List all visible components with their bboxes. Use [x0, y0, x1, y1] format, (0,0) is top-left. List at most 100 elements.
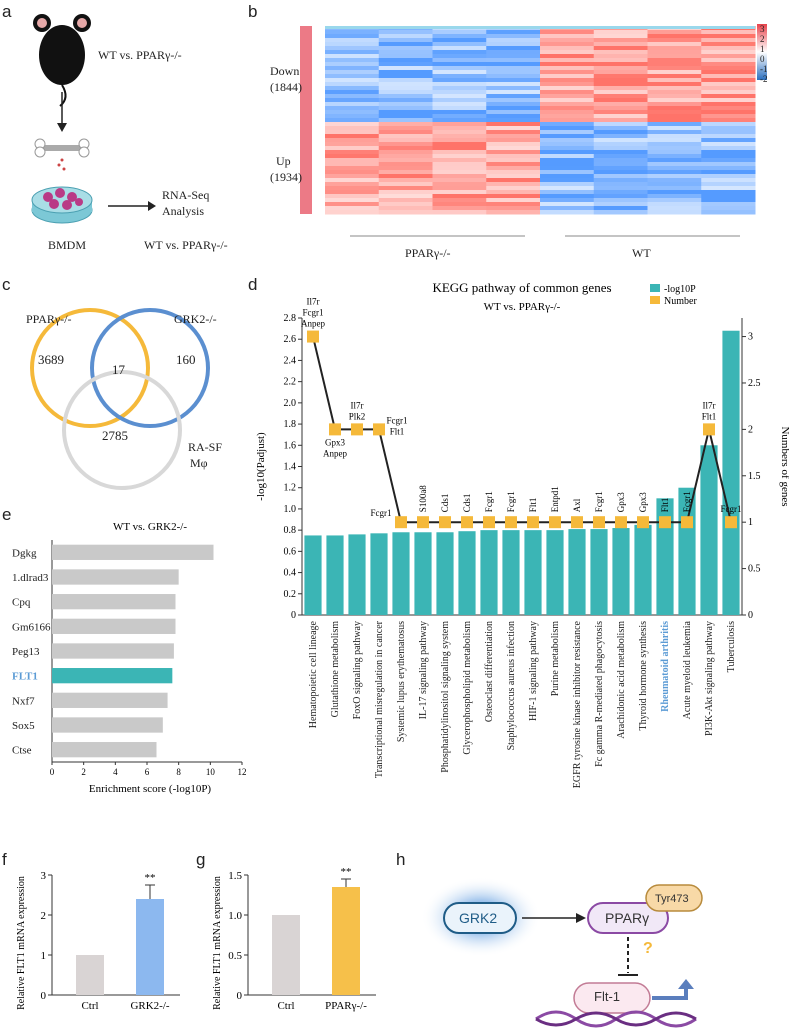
heatmap-cell	[701, 42, 756, 47]
heatmap-cell	[486, 118, 541, 123]
heatmap-cell	[593, 166, 648, 171]
venn-circle-rasf	[62, 370, 182, 490]
heatmap-cell	[647, 66, 702, 71]
kegg-count-marker	[681, 516, 693, 529]
heatmap-cell	[325, 58, 380, 63]
heatmap-cell	[593, 210, 648, 215]
kegg-y2-tick-label: 2	[748, 424, 753, 435]
kegg-gene-label: Entpd1	[550, 486, 560, 512]
kegg-bar	[326, 535, 344, 615]
kegg-bar	[568, 529, 586, 615]
heatmap-cell	[325, 102, 380, 107]
kegg-y-tick-label: 0.6	[284, 546, 297, 557]
heatmap-cell	[647, 138, 702, 143]
heatmap-cell	[593, 82, 648, 87]
heatmap-cell	[486, 110, 541, 115]
heatmap-cell	[378, 198, 433, 203]
heatmap-cell	[540, 70, 595, 75]
tyr473-text: Tyr473	[655, 893, 689, 905]
venn-n-center: 17	[112, 362, 125, 377]
heatmap-cell	[486, 202, 541, 207]
heatmap-cell	[701, 114, 756, 119]
heatmap-cell	[325, 110, 380, 115]
kegg-count-marker	[417, 516, 429, 529]
heatmap-cell	[593, 194, 648, 199]
kegg-category-label: IL-17 signaling pathway	[418, 621, 429, 719]
heatmap-cell	[325, 138, 380, 143]
enrich-category-label: Peg13	[12, 646, 40, 658]
heatmap-cell	[325, 202, 380, 207]
cb-tick: -1	[760, 64, 768, 74]
kegg-bar	[502, 530, 520, 615]
kegg-gene-label: Fcgr1	[721, 504, 742, 514]
heatmap-cell	[593, 114, 648, 119]
kegg-category-label: Purine metabolism	[550, 621, 561, 696]
venn-set3-label-2: Mφ	[190, 456, 208, 470]
heatmap-cell	[432, 138, 487, 143]
heatmap-cell	[378, 162, 433, 167]
heatmap-cell	[378, 206, 433, 211]
heatmap-cell	[378, 34, 433, 39]
heatmap-cell	[647, 198, 702, 203]
heatmap-cell	[378, 134, 433, 139]
kegg-bar	[656, 498, 674, 615]
up-label: Up	[276, 154, 291, 168]
heatmap-cell	[540, 130, 595, 135]
heatmap-cell	[378, 194, 433, 199]
kegg-category-label: Fc gamma R-mediated phagocytosis	[594, 621, 605, 767]
heatmap-cell	[701, 170, 756, 175]
heatmap-cell	[540, 90, 595, 95]
kegg-count-marker	[659, 516, 671, 529]
g-bar	[332, 887, 360, 995]
heatmap-cell	[540, 202, 595, 207]
kegg-gene-label: Fcgr1	[371, 508, 392, 518]
heatmap-cell	[486, 170, 541, 175]
kegg-bar	[612, 528, 630, 615]
kegg-y2-tick-label: 3	[748, 332, 753, 343]
arrow-icon	[576, 913, 586, 923]
heatmap-cell	[701, 178, 756, 183]
pathway-schematic	[421, 877, 703, 1028]
heatmap-cell	[540, 198, 595, 203]
colorbar	[757, 24, 767, 80]
heatmap-cell	[486, 58, 541, 63]
heatmap-cell	[325, 162, 380, 167]
heatmap-cell	[325, 174, 380, 179]
kegg-category-label: HIF-1 signaling pathway	[528, 621, 539, 721]
down-count: (1844)	[270, 80, 302, 94]
panel-label-g: g	[196, 850, 206, 869]
venn-diagram	[30, 308, 210, 490]
heatmap-cell	[593, 138, 648, 143]
heatmap-cell	[540, 106, 595, 111]
kegg-category-label: Tuberculosis	[726, 621, 737, 672]
kegg-gene-label: Gpx3 Anpep	[323, 437, 347, 458]
bottom-comparison: WT vs. PPARγ-/-	[144, 238, 228, 252]
f-y-tick-label: 0	[41, 990, 47, 1002]
kegg-gene-label: Fcgr1	[506, 491, 516, 512]
heatmap-cell	[325, 170, 380, 175]
kegg-gene-label: Gpx3	[616, 492, 626, 512]
kegg-category-label: Glutathione metabolism	[330, 621, 341, 718]
kegg-gene-label: Fcgr1	[682, 491, 692, 512]
enrich-category-label: Gm6166	[12, 621, 51, 633]
group-wt-label: WT	[632, 246, 651, 260]
heatmap-cell	[325, 146, 380, 151]
heatmap-cell	[701, 106, 756, 111]
kegg-category-label: Osteoclast differentiation	[484, 621, 495, 722]
heatmap-cell	[647, 62, 702, 67]
heatmap-cell	[701, 158, 756, 163]
kegg-y-tick-label: 2.8	[284, 313, 297, 324]
heatmap-cell	[432, 38, 487, 43]
heatmap-cell	[432, 194, 487, 199]
heatmap-cell	[593, 150, 648, 155]
kegg-y-tick-label: 2.2	[284, 377, 297, 388]
heatmap-cell	[325, 194, 380, 199]
kegg-category-label: Glycerophospholipid metabolism	[462, 621, 473, 755]
heatmap-cell	[540, 114, 595, 119]
heatmap-cell	[701, 98, 756, 103]
heatmap-cell	[378, 110, 433, 115]
g-category-label: PPARγ-/-	[325, 1000, 367, 1012]
kegg-category-label: Transcriptional misregulation in cancer	[374, 620, 385, 778]
heatmap-cell	[647, 130, 702, 135]
venn-circle-grk2	[90, 308, 210, 428]
